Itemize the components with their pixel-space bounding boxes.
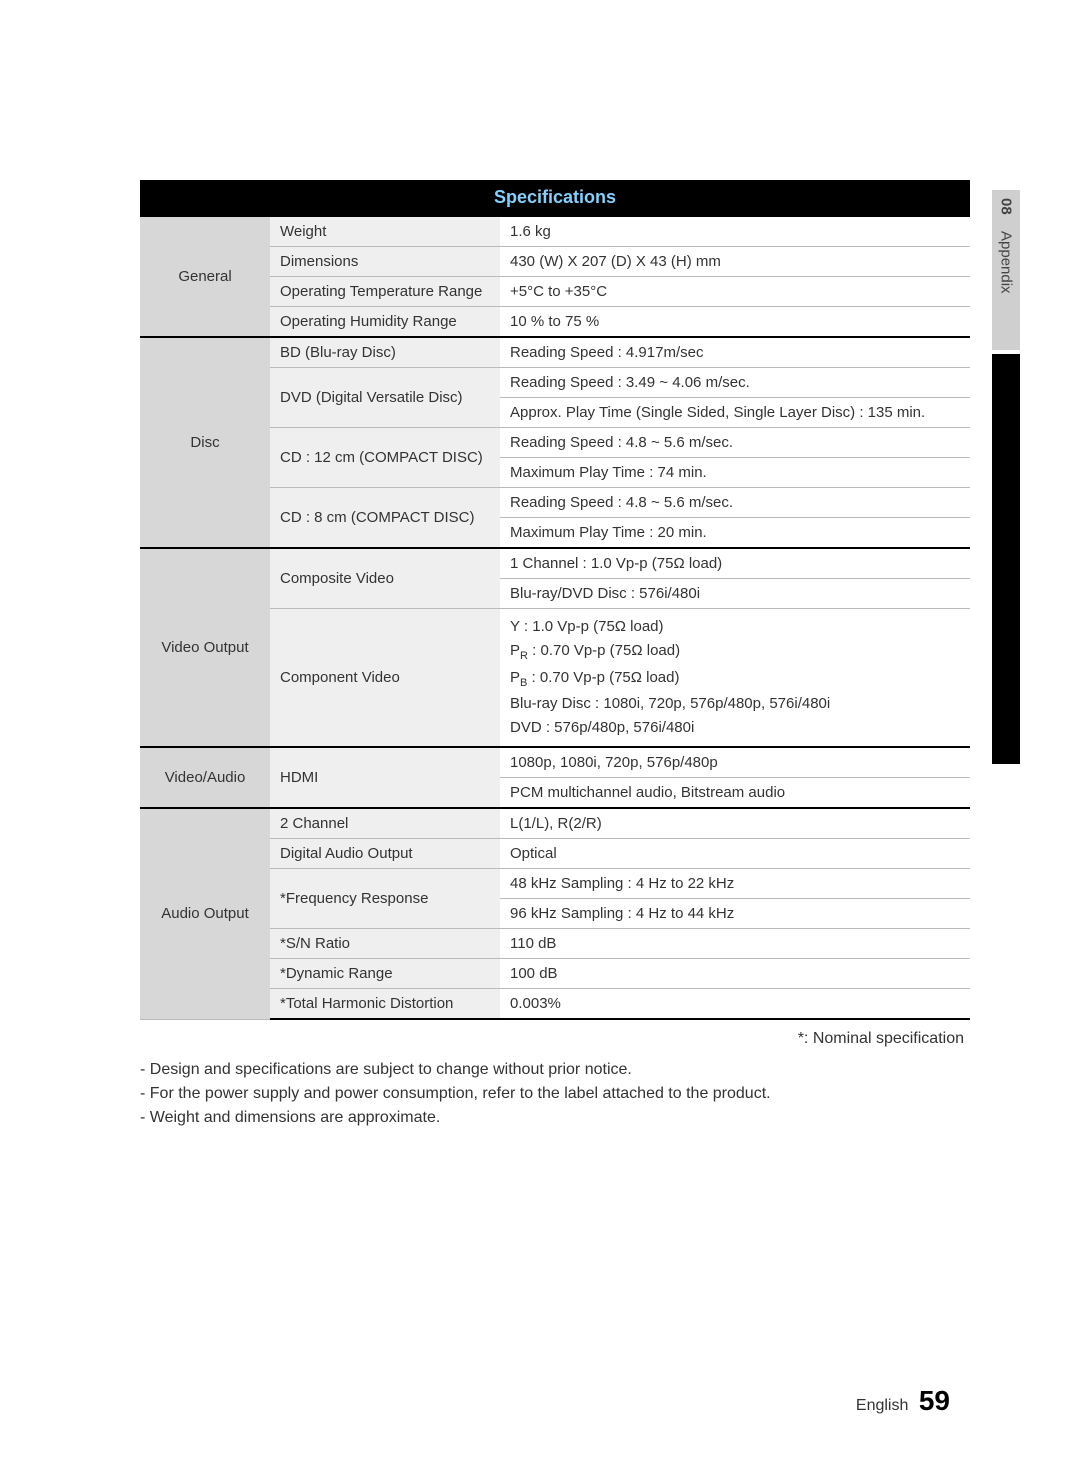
spec-label: Component Video bbox=[270, 609, 500, 748]
spec-label: BD (Blu-ray Disc) bbox=[270, 337, 500, 368]
side-tab: 08 Appendix bbox=[992, 190, 1020, 764]
spec-value: 110 dB bbox=[500, 929, 970, 959]
spec-label: *S/N Ratio bbox=[270, 929, 500, 959]
footnote-item: Design and specifications are subject to… bbox=[140, 1058, 970, 1082]
spec-value: 0.003% bbox=[500, 989, 970, 1020]
spec-label: DVD (Digital Versatile Disc) bbox=[270, 368, 500, 428]
spec-value: 10 % to 75 % bbox=[500, 307, 970, 338]
page-number: 59 bbox=[919, 1385, 950, 1416]
spec-value: Y : 1.0 Vp-p (75Ω load)PR : 0.70 Vp-p (7… bbox=[500, 609, 970, 748]
category-cell: Video/Audio bbox=[140, 747, 270, 808]
spec-value: Maximum Play Time : 74 min. bbox=[500, 458, 970, 488]
category-cell: General bbox=[140, 216, 270, 337]
page-footer: English 59 bbox=[856, 1385, 950, 1417]
spec-value: Approx. Play Time (Single Sided, Single … bbox=[500, 398, 970, 428]
category-cell: Video Output bbox=[140, 548, 270, 747]
spec-label: CD : 12 cm (COMPACT DISC) bbox=[270, 428, 500, 488]
footer-language: English bbox=[856, 1397, 908, 1414]
footnotes: Design and specifications are subject to… bbox=[140, 1058, 970, 1130]
spec-label: Dimensions bbox=[270, 247, 500, 277]
spec-value: L(1/L), R(2/R) bbox=[500, 808, 970, 839]
category-cell: Disc bbox=[140, 337, 270, 548]
spec-value: 1.6 kg bbox=[500, 216, 970, 247]
spec-label: *Dynamic Range bbox=[270, 959, 500, 989]
specifications-table: GeneralWeight1.6 kgDimensions430 (W) X 2… bbox=[140, 215, 970, 1020]
spec-value: Reading Speed : 4.8 ~ 5.6 m/sec. bbox=[500, 428, 970, 458]
spec-value: Reading Speed : 4.8 ~ 5.6 m/sec. bbox=[500, 488, 970, 518]
spec-value: Blu-ray/DVD Disc : 576i/480i bbox=[500, 579, 970, 609]
chapter-label: Appendix bbox=[998, 223, 1015, 294]
category-cell: Audio Output bbox=[140, 808, 270, 1019]
nominal-note: *: Nominal specification bbox=[140, 1030, 970, 1048]
spec-value: Optical bbox=[500, 839, 970, 869]
spec-value: Maximum Play Time : 20 min. bbox=[500, 518, 970, 549]
spec-value: Reading Speed : 4.917m/sec bbox=[500, 337, 970, 368]
spec-value: Reading Speed : 3.49 ~ 4.06 m/sec. bbox=[500, 368, 970, 398]
chapter-number: 08 bbox=[998, 198, 1015, 215]
spec-value: +5°C to +35°C bbox=[500, 277, 970, 307]
spec-value: 1 Channel : 1.0 Vp-p (75Ω load) bbox=[500, 548, 970, 579]
spec-label: Weight bbox=[270, 216, 500, 247]
spec-label: Digital Audio Output bbox=[270, 839, 500, 869]
spec-label: 2 Channel bbox=[270, 808, 500, 839]
spec-value: 96 kHz Sampling : 4 Hz to 44 kHz bbox=[500, 899, 970, 929]
spec-label: Operating Humidity Range bbox=[270, 307, 500, 338]
spec-label: CD : 8 cm (COMPACT DISC) bbox=[270, 488, 500, 549]
footnote-item: For the power supply and power consumpti… bbox=[140, 1082, 970, 1106]
spec-label: *Frequency Response bbox=[270, 869, 500, 929]
spec-value: 430 (W) X 207 (D) X 43 (H) mm bbox=[500, 247, 970, 277]
spec-value: 48 kHz Sampling : 4 Hz to 22 kHz bbox=[500, 869, 970, 899]
spec-label: Composite Video bbox=[270, 548, 500, 609]
footnote-item: Weight and dimensions are approximate. bbox=[140, 1106, 970, 1130]
spec-label: Operating Temperature Range bbox=[270, 277, 500, 307]
spec-value: 100 dB bbox=[500, 959, 970, 989]
spec-label: HDMI bbox=[270, 747, 500, 808]
spec-value: 1080p, 1080i, 720p, 576p/480p bbox=[500, 747, 970, 778]
spec-value: PCM multichannel audio, Bitstream audio bbox=[500, 778, 970, 809]
spec-label: *Total Harmonic Distortion bbox=[270, 989, 500, 1020]
section-title: Specifications bbox=[140, 180, 970, 215]
